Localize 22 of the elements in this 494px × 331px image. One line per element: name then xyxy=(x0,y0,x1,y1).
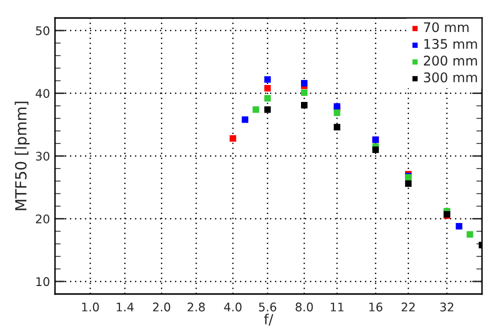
legend-label: 70 mm xyxy=(424,22,469,32)
x-tick-label: 4.0 xyxy=(224,302,242,312)
y-tick-label: 10 xyxy=(36,277,50,286)
y-tick-label: 20 xyxy=(36,214,50,224)
legend-label: 135 mm xyxy=(424,38,477,49)
x-tick-label: 2.0 xyxy=(153,302,170,312)
x-tick-label: 22 xyxy=(402,302,415,312)
y-axis-title: MTF50 [lpmm] xyxy=(14,102,30,210)
x-tick-label: 32 xyxy=(440,302,454,312)
legend-label: 200 mm xyxy=(424,56,477,66)
x-tick-label: 16 xyxy=(369,302,382,312)
x-tick-label: 11 xyxy=(330,302,344,312)
x-tick-label: 8.0 xyxy=(296,302,313,312)
y-tick-label: 30 xyxy=(36,152,50,161)
y-tick-label: 40 xyxy=(36,88,50,98)
legend-label: 300 mm xyxy=(424,72,477,82)
x-tick-label: 1.4 xyxy=(116,302,134,312)
x-tick-label: 1.0 xyxy=(82,302,99,312)
x-tick-label: 5.6 xyxy=(259,302,276,312)
x-tick-label: 2.8 xyxy=(188,302,205,312)
x-axis-title: f/ xyxy=(264,314,274,326)
y-tick-label: 50 xyxy=(36,26,50,36)
